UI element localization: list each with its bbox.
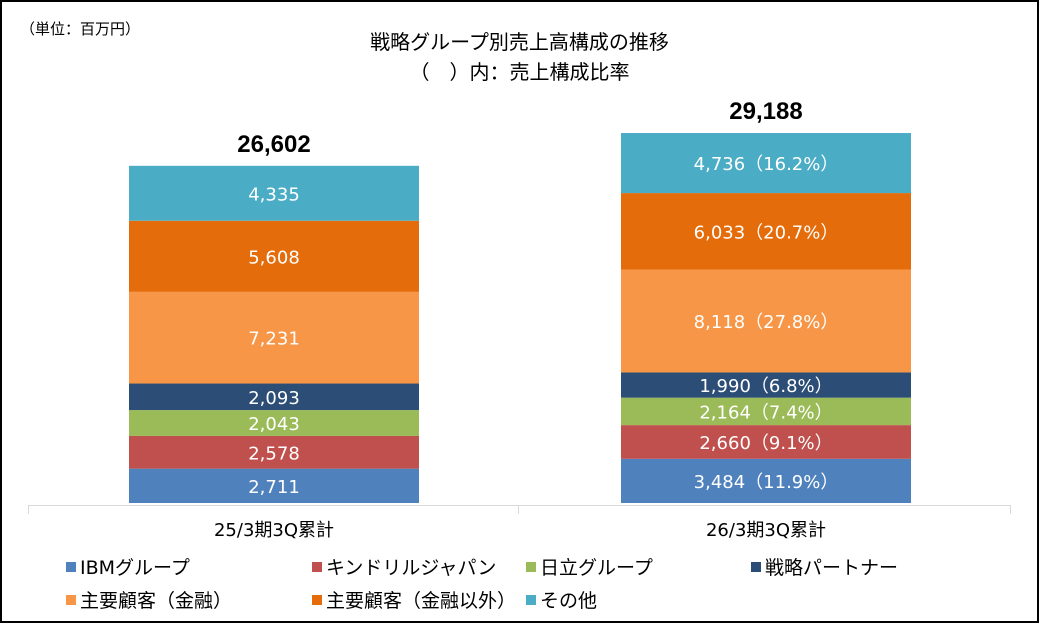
legend-item: その他 [526, 586, 597, 613]
data-label: 6,033（20.7%） [694, 222, 839, 243]
legend-swatch [312, 561, 322, 572]
legend-swatch [66, 594, 76, 605]
bar-segment [129, 383, 419, 411]
category-tick-label: 26/3期3Q累計 [706, 520, 826, 541]
legend-label: IBMグループ [80, 557, 190, 579]
legend-item: 主要顧客（金融以外） [312, 586, 516, 613]
bar-segment [129, 410, 419, 436]
bar-segment [129, 468, 419, 503]
chart-subtitle: （ ）内：売上構成比率 [409, 60, 630, 84]
data-label: 5,608 [248, 247, 300, 268]
legend-item: 日立グループ [526, 553, 653, 580]
data-label: 2,093 [248, 388, 300, 409]
legend-item: 戦略パートナー [751, 553, 898, 580]
legend-label: その他 [540, 590, 598, 612]
bar-segment [621, 397, 911, 426]
total-label: 29,188 [729, 98, 802, 125]
data-label: 2,578 [248, 443, 300, 464]
data-label: 7,231 [248, 329, 300, 350]
legend-swatch [312, 594, 322, 605]
bar-segment [621, 133, 911, 194]
bar-segment [621, 372, 911, 398]
bar-segment [621, 269, 911, 373]
legend-swatch [751, 561, 761, 572]
bar-segment [129, 291, 419, 384]
data-label: 3,484（11.9%） [694, 472, 839, 493]
legend-swatch [66, 561, 76, 572]
legend-label: 主要顧客（金融以外） [326, 590, 517, 612]
bar-segment [129, 220, 419, 292]
bar-segment [621, 458, 911, 503]
legend-swatch [526, 594, 536, 605]
data-label: 1,990（6.8%） [699, 376, 832, 397]
data-label: 4,736（16.2%） [694, 154, 839, 175]
bar-segment [621, 425, 911, 459]
data-label: 2,164（7.4%） [699, 402, 832, 423]
data-label: 2,711 [248, 477, 300, 498]
data-label: 2,660（9.1%） [699, 433, 832, 454]
category-tick-label: 25/3期3Q累計 [214, 520, 334, 541]
legend-swatch [526, 561, 536, 572]
data-label: 4,335 [248, 184, 300, 205]
legend-label: キンドリルジャパン [326, 557, 497, 579]
total-label: 26,602 [237, 131, 310, 158]
unit-label: （単位：百万円） [20, 20, 141, 38]
legend-item: 主要顧客（金融） [66, 586, 232, 613]
bar-segment [621, 193, 911, 270]
data-label: 2,043 [248, 414, 300, 435]
chart-title: 戦略グループ別売上高構成の推移 [370, 30, 669, 54]
legend-label: 日立グループ [540, 557, 653, 579]
legend-label: 主要顧客（金融） [80, 590, 233, 612]
bar-segment [129, 435, 419, 469]
legend-label: 戦略パートナー [765, 557, 899, 579]
legend-item: IBMグループ [66, 553, 190, 580]
data-label: 8,118（27.8%） [694, 312, 839, 333]
bar-segment [129, 165, 419, 221]
legend-item: キンドリルジャパン [312, 553, 496, 580]
